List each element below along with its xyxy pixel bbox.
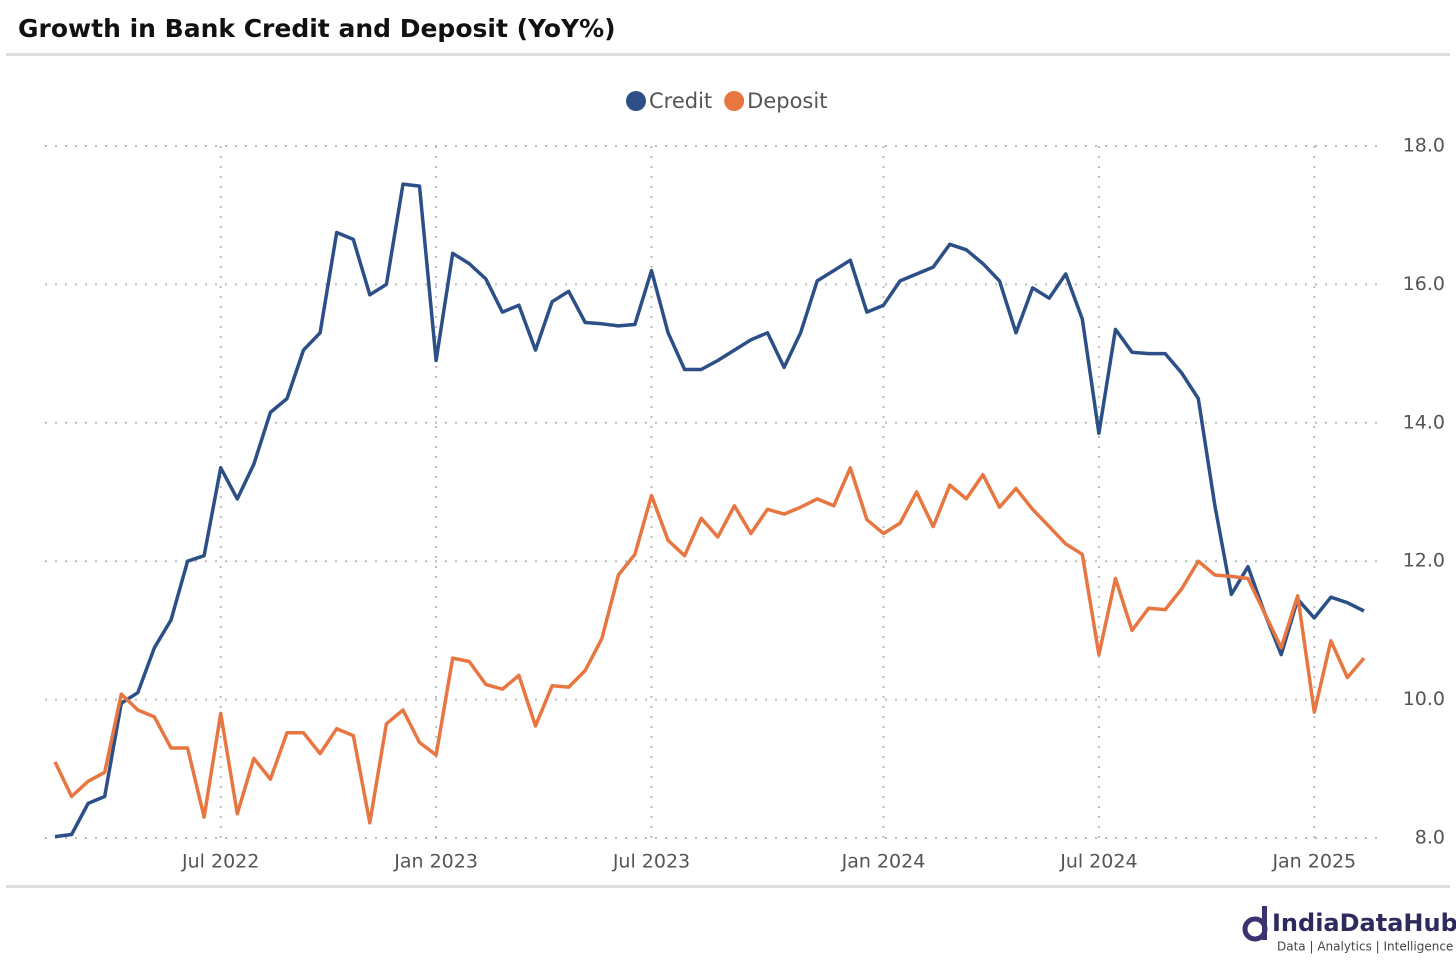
brand-name: IndiaDataHub [1272, 909, 1456, 937]
y-tick-label: 18.0 [1403, 135, 1445, 157]
chart-title: Growth in Bank Credit and Deposit (YoY%) [18, 14, 616, 43]
legend-label: Deposit [747, 89, 827, 113]
logo-icon [1262, 906, 1267, 940]
x-tick-label: Jan 2025 [1271, 851, 1356, 873]
data-line [53, 466, 1366, 825]
y-tick-label: 14.0 [1403, 411, 1445, 433]
y-tick-label: 8.0 [1415, 827, 1445, 849]
x-tick-label: Jan 2023 [393, 851, 478, 873]
x-tick-label: Jul 2023 [612, 851, 690, 873]
legend-marker [724, 91, 745, 111]
legend-marker [626, 91, 646, 111]
y-tick-label: 16.0 [1403, 273, 1445, 295]
logo: IndiaDataHub Data | Analytics | Intellig… [1242, 906, 1456, 954]
title-rule [6, 53, 1450, 56]
x-tick-label: Jul 2022 [181, 851, 259, 873]
brand-tagline: Data | Analytics | Intelligence [1277, 940, 1453, 954]
y-tick-label: 12.0 [1403, 550, 1445, 572]
x-tick-label: Jul 2024 [1059, 851, 1137, 873]
y-tick-label: 10.0 [1403, 688, 1445, 710]
footer-rule [6, 885, 1450, 888]
x-tick-label: Jan 2024 [841, 851, 926, 873]
data-line [54, 182, 1365, 839]
legend-label: Credit [649, 89, 712, 113]
